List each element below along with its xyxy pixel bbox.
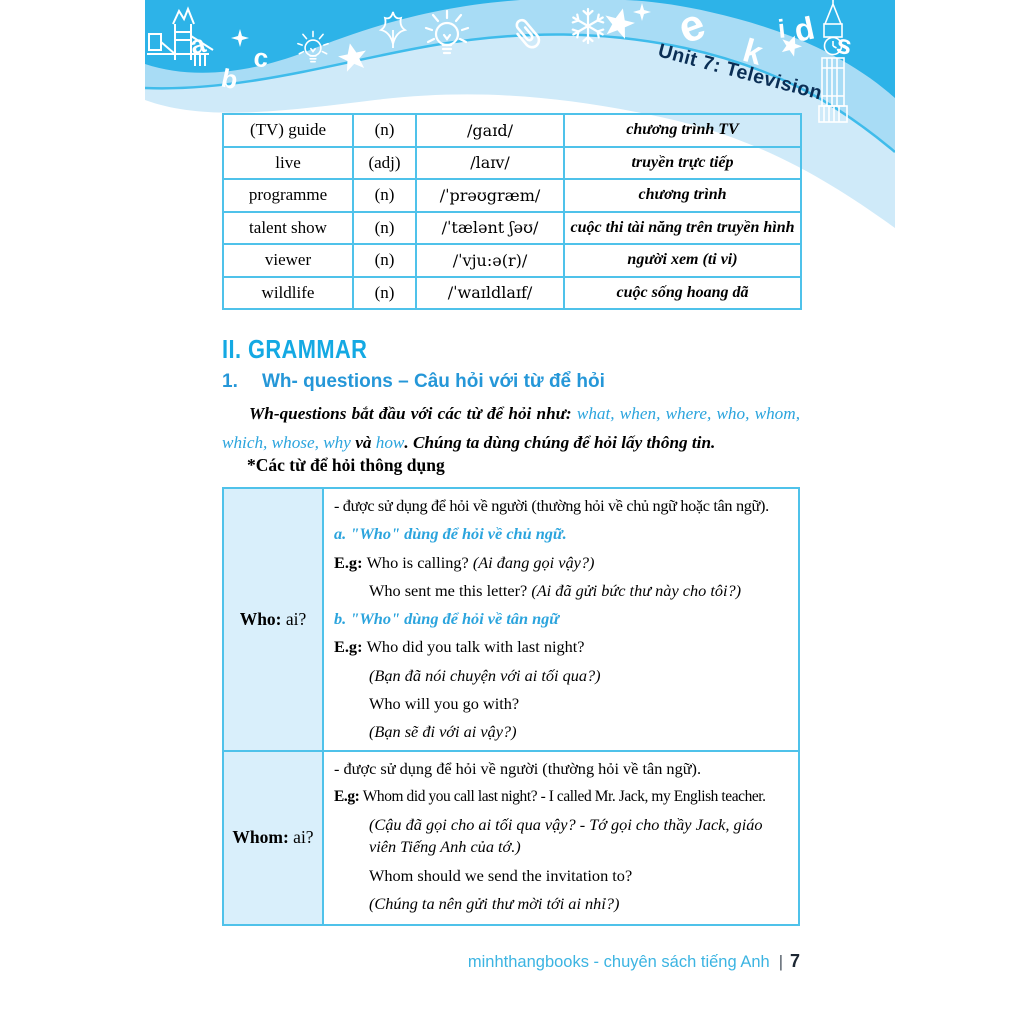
big-ben-icon	[818, 0, 848, 123]
deco-letter-i: i	[776, 13, 786, 44]
usage-line: E.g: Who did you talk with last night?	[334, 637, 585, 657]
vocab-pos: (n)	[352, 178, 417, 213]
usage-line: E.g: Who is calling? (Ai đang gọi vậy?)	[334, 552, 595, 572]
usage-line: - được sử dụng để hỏi về người (thường h…	[334, 496, 769, 515]
section-title: II. GRAMMAR	[222, 334, 395, 365]
intro-text: và	[350, 432, 376, 452]
usage-line: b. "Who" dùng để hỏi về tân ngữ	[334, 609, 560, 629]
vocab-meaning: người xem (ti vi)	[563, 243, 802, 278]
vocab-ipa: /ˈvju:ə(r)/	[415, 243, 565, 278]
grammar-intro-paragraph: Wh-questions bắt đầu với các từ để hỏi n…	[222, 400, 800, 457]
table-row: (TV) guide (n) /gaɪd/ chương trình TV	[222, 113, 802, 148]
usage-line: (Bạn đã nói chuyện với ai tối qua?)	[369, 665, 601, 685]
vocab-meaning: truyền trực tiếp	[563, 145, 802, 180]
common-question-words-label: *Các từ để hỏi thông dụng	[247, 455, 445, 475]
usage-line: (Chúng ta nên gửi thư mời tới ai nhỉ?)	[369, 893, 620, 913]
page-footer: minhthangbooks - chuyên sách tiếng Anh | 7	[222, 951, 800, 972]
intro-text: Wh-questions bắt đầu với các từ để hỏi n…	[249, 404, 577, 423]
vocab-pos: (n)	[352, 113, 417, 148]
table-row: programme (n) /ˈprəʊgræm/ chương trình	[222, 178, 802, 213]
usage-line: a. "Who" dùng để hỏi về chủ ngữ.	[334, 524, 567, 544]
vocab-pos: (adj)	[352, 145, 417, 180]
vocab-table: (TV) guide (n) /gaɪd/ chương trình TV li…	[222, 113, 802, 310]
header-banner: a b c e k i d s Unit 7: Television	[145, 0, 895, 228]
leaf-icon	[378, 11, 408, 48]
footer-separator: |	[778, 953, 783, 971]
usage-line: E.g: Whom did you call last night? - I c…	[334, 787, 766, 805]
deco-letter-b: b	[219, 63, 241, 96]
vocab-meaning: cuộc sống hoang dã	[563, 275, 802, 310]
vocab-word: talent show	[222, 210, 354, 245]
item-number: 1.	[222, 371, 238, 392]
vocab-ipa: /gaɪd/	[415, 113, 565, 148]
vocab-pos: (n)	[352, 210, 417, 245]
vocab-pos: (n)	[352, 243, 417, 278]
vocab-ipa: /laɪv/	[415, 145, 565, 180]
table-row: wildlife (n) /ˈwaɪldlaɪf/ cuộc sống hoan…	[222, 275, 802, 310]
wh-words: what, when, where, who, whom, which, who…	[222, 404, 800, 452]
vocab-word: live	[222, 145, 354, 180]
publisher-brand: minhthangbooks - chuyên sách tiếng Anh	[467, 953, 770, 971]
section-title-text: II. GRAMMAR	[222, 334, 368, 364]
vocab-word: viewer	[222, 243, 354, 278]
banner-wave-line	[145, 33, 895, 153]
table-row-whom: Whom: ai? - được sử dụng để hỏi về người…	[222, 749, 800, 926]
vocab-word: (TV) guide	[222, 113, 354, 148]
usage-line: Who will you go with?	[369, 694, 520, 714]
usage-line: Whom should we send the invitation to?	[369, 865, 633, 885]
vocab-meaning: chương trình	[563, 178, 802, 213]
term-meaning: ai?	[288, 827, 314, 848]
table-row: live (adj) /laɪv/ truyền trực tiếp	[222, 145, 802, 180]
table-row: talent show (n) /ˈtælənt ʃəʊ/ cuộc thi t…	[222, 210, 802, 245]
usage-cell-whom: - được sử dụng để hỏi về người (thường h…	[322, 749, 800, 926]
usage-line: Who sent me this letter? (Ai đã gửi bức …	[369, 580, 742, 600]
wh-question-table: Who: ai? - được sử dụng để hỏi về người …	[222, 487, 800, 926]
term-cell-whom: Whom: ai?	[222, 749, 324, 926]
tower-bridge-icon	[147, 6, 214, 66]
usage-line: - được sử dụng để hỏi về người (thường h…	[334, 758, 702, 778]
vocab-ipa: /ˈtælənt ʃəʊ/	[415, 210, 565, 245]
term-cell-who: Who: ai?	[222, 487, 324, 752]
page-number: 7	[789, 951, 800, 971]
vocab-pos: (n)	[352, 275, 417, 310]
term-word: Who:	[239, 608, 282, 629]
usage-line: (Bạn sẽ đi với ai vậy?)	[369, 722, 517, 742]
intro-text: . Chúng ta dùng chúng để hỏi lấy thông t…	[404, 432, 716, 452]
wh-words: how	[375, 432, 405, 452]
term-meaning: ai?	[281, 608, 307, 629]
deco-letter-c: c	[252, 42, 269, 73]
vocab-word: programme	[222, 178, 354, 213]
vocab-ipa: /ˈwaɪldlaɪf/	[415, 275, 565, 310]
item-title-text: Wh- questions – Câu hỏi với từ để hỏi	[262, 371, 605, 392]
usage-line: (Cậu đã gọi cho ai tối qua vậy? - Tớ gọi…	[369, 815, 763, 857]
grammar-item-title: 1. Wh- questions – Câu hỏi với từ để hỏi	[222, 371, 605, 393]
table-row-who: Who: ai? - được sử dụng để hỏi về người …	[222, 487, 800, 752]
paperclip-icon	[515, 18, 541, 49]
usage-cell-who: - được sử dụng để hỏi về người (thường h…	[322, 487, 800, 752]
table-row: viewer (n) /ˈvju:ə(r)/ người xem (ti vi)	[222, 243, 802, 278]
vocab-meaning: cuộc thi tài năng trên truyền hình	[563, 210, 802, 245]
vocab-word: wildlife	[222, 275, 354, 310]
term-word: Whom:	[232, 827, 289, 848]
banner-wave-dark-left	[145, 0, 520, 73]
vocab-meaning: chương trình TV	[563, 113, 802, 148]
vocab-ipa: /ˈprəʊgræm/	[415, 178, 565, 213]
